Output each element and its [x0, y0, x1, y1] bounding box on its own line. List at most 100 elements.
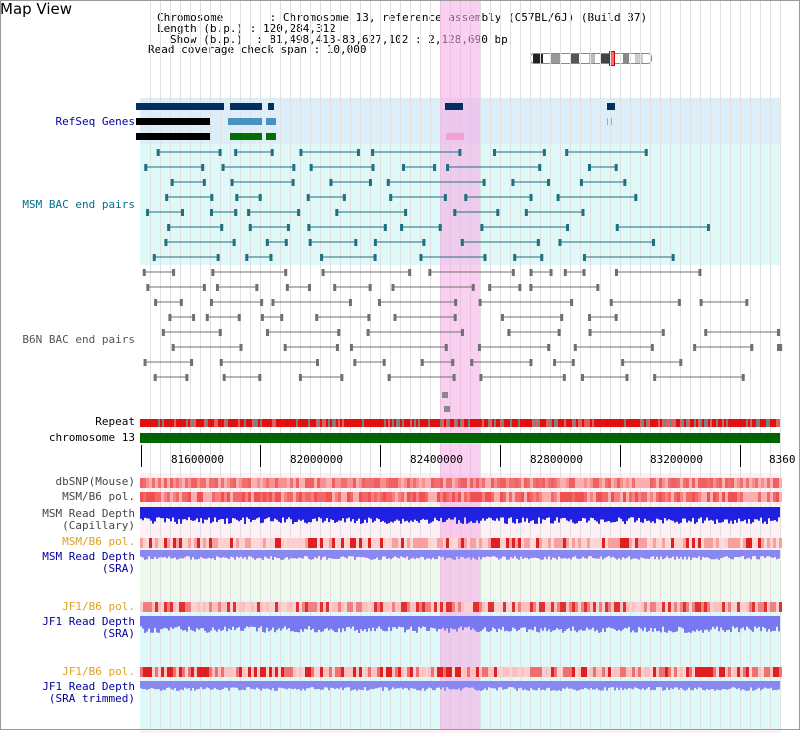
heat-cell — [572, 492, 575, 502]
depth-bar — [758, 550, 760, 560]
track-label-jf1-depth-trimmed[interactable]: JF1 Read Depth (SRA trimmed) — [42, 680, 135, 705]
depth-bar — [440, 616, 442, 630]
heat-cell — [764, 492, 767, 502]
heat-cell — [428, 602, 431, 612]
track-label-jf1-b6-pol-2[interactable]: JF1/B6 pol. — [62, 665, 135, 678]
heat-cell — [353, 538, 356, 548]
depth-bar — [678, 550, 680, 559]
depth-bar — [524, 507, 526, 522]
depth-bar — [624, 616, 626, 628]
depth-bar — [558, 681, 560, 691]
heat-cell — [491, 478, 494, 488]
repeat-mark — [266, 419, 268, 427]
bac-end — [444, 406, 450, 412]
grid-line — [780, 0, 781, 730]
heat-cell — [545, 538, 548, 548]
repeat-mark — [218, 419, 220, 427]
heat-cell — [170, 602, 173, 612]
track-label-msm-b6-pol[interactable]: MSM/B6 pol. — [62, 490, 135, 503]
heat-cell — [557, 667, 560, 677]
ideogram-position-marker[interactable] — [609, 51, 615, 66]
depth-bar — [708, 550, 710, 559]
depth-bar — [418, 616, 420, 627]
heat-cell — [752, 602, 755, 612]
bac-end — [284, 269, 288, 276]
heat-cell — [758, 492, 761, 502]
heat-cell — [293, 492, 296, 502]
depth-bar — [592, 550, 594, 559]
heat-cell — [191, 602, 194, 612]
track-label-msm-b6-pol-2[interactable]: MSM/B6 pol. — [62, 535, 135, 548]
heat-cell — [356, 492, 359, 502]
depth-bar — [270, 681, 272, 691]
track-label-msm-depth-capillary[interactable]: MSM Read Depth (Capillary) — [42, 507, 135, 532]
depth-bar — [232, 616, 234, 627]
depth-bar — [498, 681, 500, 688]
depth-bar — [470, 507, 472, 522]
bac-end — [470, 359, 474, 366]
bac-end — [202, 284, 206, 291]
heat-cell — [521, 492, 524, 502]
depth-bar — [638, 507, 640, 518]
depth-bar — [374, 616, 376, 632]
depth-bar — [304, 550, 306, 557]
depth-bar — [216, 507, 218, 523]
depth-bar — [440, 681, 442, 690]
depth-bar — [432, 681, 434, 691]
heat-cell — [311, 602, 314, 612]
depth-bar — [494, 681, 496, 689]
track-label-jf1-b6-pol[interactable]: JF1/B6 pol. — [62, 600, 135, 613]
heat-cell — [626, 492, 629, 502]
depth-bar — [646, 550, 648, 559]
depth-bar — [650, 681, 652, 691]
track-label-jf1-depth-sra[interactable]: JF1 Read Depth (SRA) — [42, 615, 135, 640]
depth-bar — [578, 507, 580, 521]
track-label-refseq[interactable]: RefSeq Genes — [55, 115, 135, 128]
heat-cell — [701, 538, 704, 548]
heat-cell — [269, 538, 272, 548]
depth-bar — [246, 550, 248, 560]
track-label-msm-depth-sra[interactable]: MSM Read Depth (SRA) — [42, 550, 135, 575]
heat-cell — [584, 667, 587, 677]
repeat-mark — [356, 419, 358, 427]
heat-cell — [596, 492, 599, 502]
depth-bar — [742, 616, 744, 628]
bac-end — [368, 179, 372, 186]
bac-end — [698, 269, 702, 276]
depth-bar — [422, 681, 424, 689]
depth-bar — [518, 507, 520, 524]
depth-bar — [526, 681, 528, 691]
depth-bar — [694, 507, 696, 524]
depth-bar — [270, 550, 272, 557]
heat-cell — [743, 667, 746, 677]
repeat-mark — [704, 419, 706, 427]
depth-bar — [672, 550, 674, 557]
heat-cell — [260, 538, 263, 548]
depth-bar — [720, 507, 722, 523]
depth-bar — [516, 681, 518, 691]
track-label-msm-bac[interactable]: MSM BAC end pairs — [22, 198, 135, 211]
bac-end — [201, 164, 205, 171]
track-label-b6n-bac[interactable]: B6N BAC end pairs — [22, 333, 135, 346]
bac-end — [777, 344, 780, 351]
chromosome-ideogram[interactable] — [530, 53, 652, 64]
heat-cell — [197, 667, 200, 677]
bac-end — [581, 209, 585, 216]
bac-end — [529, 359, 533, 366]
grid-line — [650, 0, 651, 730]
repeat-mark — [706, 419, 708, 427]
depth-bar — [656, 550, 658, 557]
depth-bar — [618, 550, 620, 559]
repeat-mark — [538, 419, 540, 427]
heat-cell — [155, 667, 158, 677]
depth-bar — [250, 681, 252, 689]
depth-bar — [140, 507, 142, 519]
depth-bar — [414, 681, 416, 689]
heat-cell — [653, 478, 656, 488]
grid-line — [740, 0, 741, 730]
track-label-dbsnp[interactable]: dbSNP(Mouse) — [55, 475, 135, 488]
depth-bar — [680, 616, 682, 628]
depth-bar — [210, 681, 212, 690]
depth-bar — [774, 681, 776, 690]
